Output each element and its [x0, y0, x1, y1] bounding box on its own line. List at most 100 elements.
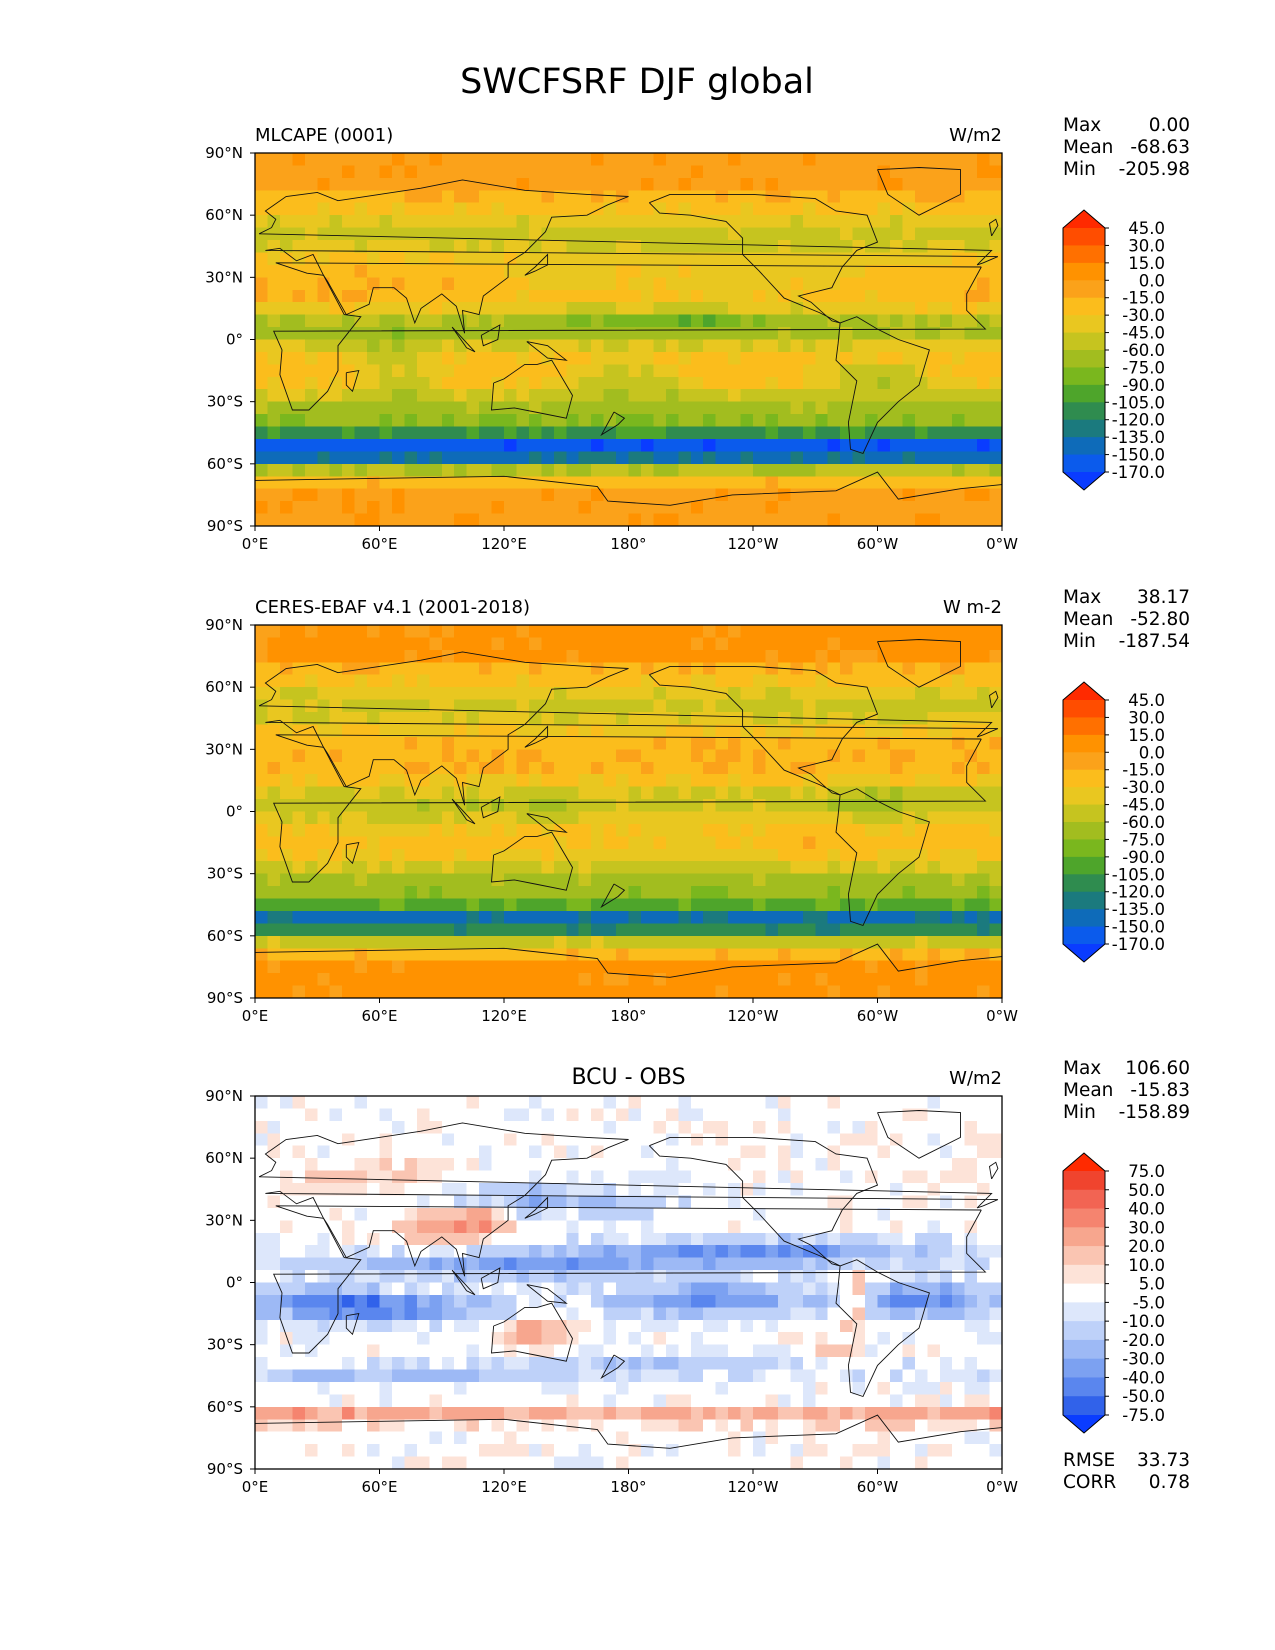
coastline	[835, 1259, 930, 1398]
coastline	[835, 316, 930, 455]
stat-value: -68.63	[1130, 137, 1190, 158]
colorbar-swatch	[1063, 332, 1105, 351]
panel-title-left: CERES-EBAF v4.1 (2001-2018)	[255, 597, 530, 618]
coastline	[648, 1136, 879, 1267]
coastline	[526, 341, 568, 361]
stat-value: -187.54	[1119, 631, 1190, 652]
y-tick-label: 30°N	[205, 268, 243, 286]
colorbar-label: -45.0	[1122, 796, 1165, 815]
stat-value: 33.73	[1137, 1450, 1190, 1471]
x-tick-label: 60°W	[857, 535, 899, 553]
panel-units: W/m2	[949, 125, 1002, 146]
y-tick-label: 90°S	[207, 989, 243, 1007]
coastline	[526, 1284, 568, 1304]
stat-label: Mean	[1063, 609, 1113, 630]
y-tick-label: 90°N	[205, 616, 243, 634]
colorbar-swatch	[1063, 437, 1105, 456]
colorbar-label: -45.0	[1122, 324, 1165, 343]
map-field	[255, 153, 1003, 527]
y-tick-label: 60°N	[205, 206, 243, 224]
x-tick-label: 60°W	[857, 1007, 899, 1025]
colorbar-swatch	[1063, 909, 1105, 928]
colorbar-swatch	[1063, 1321, 1105, 1341]
colorbar-label: -105.0	[1112, 393, 1165, 412]
coastline	[600, 1354, 626, 1380]
colorbar-label: -15.0	[1122, 289, 1165, 308]
colorbar-extend-min	[1063, 1415, 1105, 1433]
x-tick-label: 180°	[610, 1478, 646, 1496]
x-tick-label: 0°E	[242, 1007, 269, 1025]
coastline	[345, 1313, 360, 1336]
colorbar-swatch	[1063, 839, 1105, 858]
coastline	[524, 1196, 549, 1219]
y-tick-label: 30°N	[205, 1211, 243, 1229]
coastline	[989, 690, 999, 709]
colorbar-label: 30.0	[1128, 236, 1165, 255]
x-tick-label: 180°	[610, 535, 646, 553]
colorbar-swatch	[1063, 700, 1105, 718]
coastline	[451, 326, 476, 353]
x-tick-label: 180°	[610, 1007, 646, 1025]
x-tick-label: 60°W	[857, 1478, 899, 1496]
coastlines	[254, 1110, 1003, 1449]
y-tick-label: 0°	[226, 803, 243, 821]
panel-title-left: MLCAPE (0001)	[255, 125, 393, 146]
colorbar-label: -150.0	[1112, 446, 1165, 465]
colorbar-swatch	[1063, 297, 1105, 316]
coastline	[835, 788, 930, 927]
coastline	[254, 1414, 1003, 1449]
stat-label: Mean	[1063, 137, 1113, 158]
stat-value: -52.80	[1130, 609, 1190, 630]
colorbar-label: -15.0	[1122, 761, 1165, 780]
colorbar-swatch	[1063, 1171, 1105, 1191]
x-tick-label: 0°W	[986, 535, 1018, 553]
colorbar-label: -40.0	[1122, 1368, 1165, 1387]
y-tick-label: 60°N	[205, 1149, 243, 1167]
colorbar-label: -120.0	[1112, 411, 1165, 430]
x-tick-label: 0°W	[986, 1478, 1018, 1496]
colorbar-swatch	[1063, 1377, 1105, 1397]
colorbar-swatch	[1063, 804, 1105, 823]
colorbar-swatch	[1063, 1208, 1105, 1228]
colorbar-label: 45.0	[1128, 219, 1165, 238]
panel-units: W m-2	[943, 597, 1002, 618]
colorbar-swatch	[1063, 228, 1105, 246]
stat-value: 38.17	[1137, 587, 1190, 608]
x-tick-label: 0°W	[986, 1007, 1018, 1025]
colorbar-label: -60.0	[1122, 341, 1165, 360]
colorbar-swatch	[1063, 402, 1105, 421]
coastline	[648, 665, 879, 796]
colorbar-swatch	[1063, 1358, 1105, 1378]
x-tick-label: 120°W	[728, 1007, 779, 1025]
colorbar-label: -105.0	[1112, 865, 1165, 884]
stat-label: RMSE	[1063, 1450, 1115, 1471]
colorbar-label: -30.0	[1122, 306, 1165, 325]
colorbar-swatch	[1063, 245, 1105, 264]
coastline	[254, 943, 1003, 978]
colorbar-extend-max	[1063, 682, 1105, 700]
coastline	[989, 218, 999, 237]
colorbar-swatch	[1063, 280, 1105, 299]
colorbar-label: -30.0	[1122, 1350, 1165, 1369]
stat-value: 106.60	[1125, 1058, 1190, 1079]
colorbar-label: -75.0	[1122, 1406, 1165, 1425]
coastline	[524, 253, 549, 276]
colorbar-swatch	[1063, 734, 1105, 753]
colorbar-label: -135.0	[1112, 900, 1165, 919]
coastline	[451, 798, 476, 825]
colorbar-label: 30.0	[1128, 1218, 1165, 1237]
y-tick-label: 30°S	[207, 865, 243, 883]
coastlines	[254, 167, 1003, 506]
colorbar-swatch	[1063, 367, 1105, 386]
colorbar-label: -170.0	[1112, 463, 1165, 482]
colorbar-label: -170.0	[1112, 935, 1165, 954]
colorbar: 75.050.040.030.020.010.05.0-5.0-10.0-20.…	[1062, 1152, 1165, 1434]
colorbar-swatch	[1063, 1339, 1105, 1360]
y-tick-label: 90°N	[205, 1087, 243, 1105]
colorbar-swatch	[1063, 752, 1105, 771]
x-tick-label: 60°E	[361, 1007, 397, 1025]
colorbar-label: 5.0	[1139, 1275, 1165, 1294]
y-tick-label: 90°S	[207, 1460, 243, 1478]
colorbar-label: 75.0	[1128, 1162, 1165, 1181]
colorbar-swatch	[1063, 384, 1105, 403]
